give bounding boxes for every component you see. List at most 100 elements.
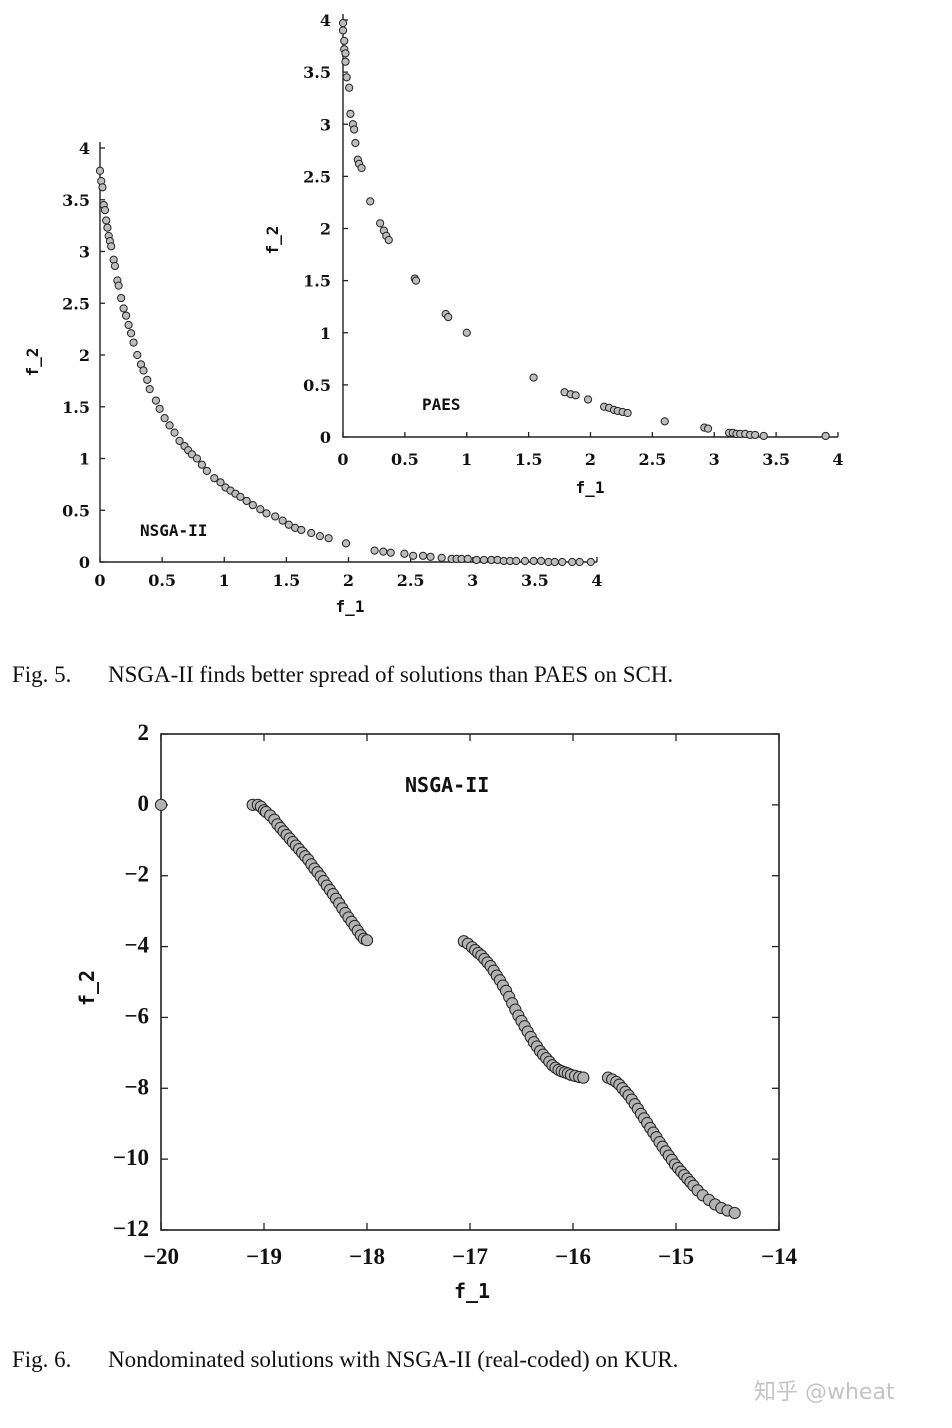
data-point: [170, 428, 179, 437]
data-point: [351, 138, 360, 148]
data-point: [512, 556, 521, 566]
data-point: [278, 516, 287, 525]
data-point: [575, 557, 584, 567]
data-point: [338, 19, 348, 28]
x-tick-label: −19: [246, 1244, 282, 1269]
figure-5-number: Fig. 5.: [12, 662, 72, 687]
data-point: [151, 396, 161, 405]
y-tick-label: 2: [138, 720, 150, 745]
data-point: [411, 276, 421, 285]
data-point: [472, 555, 481, 565]
y-tick-label: 3: [320, 115, 331, 134]
data-point: [341, 57, 350, 66]
data-point: [114, 281, 123, 290]
data-point: [262, 509, 271, 518]
data-point: [324, 534, 333, 543]
data-point: [821, 431, 830, 441]
data-point: [536, 556, 546, 566]
y-axis-label: f_2: [263, 226, 282, 255]
data-point: [216, 478, 225, 487]
y-tick-label: 4: [79, 139, 90, 158]
data-point: [155, 404, 164, 413]
x-tick-label: 0: [94, 571, 105, 590]
data-point: [703, 424, 713, 433]
x-axis-label: f_1: [576, 478, 605, 497]
y-axis-label: f_2: [75, 970, 99, 1006]
y-tick-label: 4: [320, 11, 331, 30]
data-point: [307, 528, 316, 538]
data-point: [297, 525, 306, 535]
data-point: [529, 556, 538, 566]
data-point: [346, 109, 355, 118]
data-point: [360, 934, 374, 947]
data-point: [124, 320, 133, 330]
nsga-ii-sch-plot: 0 0.5 1 1.5 2 2.5 3 3.5 4 0 0.5 1 1.5 2 2.5 3 3.5 4 f_1 f_2…: [23, 139, 603, 616]
x-tick-label: 2.5: [638, 450, 666, 469]
figure-6-caption: Fig. 6. Nondominated solutions with NSGA-…: [12, 1347, 678, 1373]
x-tick-label: 1.5: [272, 571, 300, 590]
data-point: [400, 549, 409, 558]
figure-5-text: NSGA-II finds better spread of solutions…: [108, 662, 674, 687]
y-tick-label: 2.5: [303, 167, 331, 186]
x-tick-label: −14: [761, 1244, 798, 1269]
y-tick-label: 2: [320, 220, 331, 239]
data-point: [379, 547, 388, 556]
data-point: [583, 395, 593, 404]
plot-annotation: NSGA-II: [140, 521, 207, 540]
x-tick-label: 2.5: [397, 571, 425, 590]
axis-lines: [342, 14, 838, 438]
data-point: [107, 242, 116, 251]
data-point: [366, 197, 375, 206]
data-point: [119, 304, 128, 313]
data-point: [386, 548, 395, 557]
x-tick-label: 4: [832, 450, 843, 469]
data-point: [242, 496, 251, 506]
data-point: [126, 329, 136, 338]
data-point: [728, 1206, 741, 1220]
y-tick-label: 1: [79, 450, 90, 469]
x-tick-label: −16: [555, 1244, 591, 1269]
data-point: [256, 505, 265, 514]
axis-lines: [99, 142, 597, 563]
data-point: [133, 350, 142, 360]
data-point: [102, 216, 111, 225]
x-tick-label: 2: [343, 571, 354, 590]
data-point: [95, 166, 105, 175]
y-tick-label: −6: [124, 1003, 149, 1028]
data-point: [117, 293, 126, 303]
data-point: [202, 466, 211, 476]
y-axis-label: f_2: [23, 348, 42, 377]
data-point: [100, 206, 110, 215]
y-tick-label: −2: [124, 862, 149, 887]
data-point: [98, 183, 107, 192]
y-tick-label: 3.5: [62, 191, 90, 210]
x-axis-label: f_1: [336, 597, 365, 616]
y-tick-label: −8: [124, 1074, 149, 1099]
y-tick-label: −10: [113, 1145, 149, 1170]
x-tick-label: 4: [591, 571, 602, 590]
data-point: [145, 385, 154, 394]
data-point: [248, 500, 257, 510]
x-tick-label: 1.5: [515, 450, 543, 469]
data-point: [110, 261, 120, 271]
data-point: [376, 219, 385, 228]
data-point: [121, 311, 131, 320]
figure-5-caption: Fig. 5. NSGA-II finds better spread of so…: [12, 662, 673, 688]
data-point: [623, 408, 632, 418]
y-tick-label: 0.5: [303, 376, 331, 395]
data-point: [577, 1071, 590, 1084]
data-point: [271, 512, 280, 521]
data-point: [341, 539, 351, 548]
plot-annotation: PAES: [422, 395, 461, 414]
data-point: [345, 83, 354, 92]
x-axis-label: f_1: [454, 1279, 490, 1303]
y-tick-label: 0.5: [62, 501, 90, 520]
data-point: [759, 431, 768, 441]
data-point: [660, 417, 669, 426]
data-point: [384, 235, 393, 245]
x-tick-label: 3: [709, 450, 720, 469]
plot-annotation: NSGA-II: [405, 773, 489, 797]
data-point: [139, 366, 148, 375]
y-tick-label: 0: [320, 428, 331, 447]
